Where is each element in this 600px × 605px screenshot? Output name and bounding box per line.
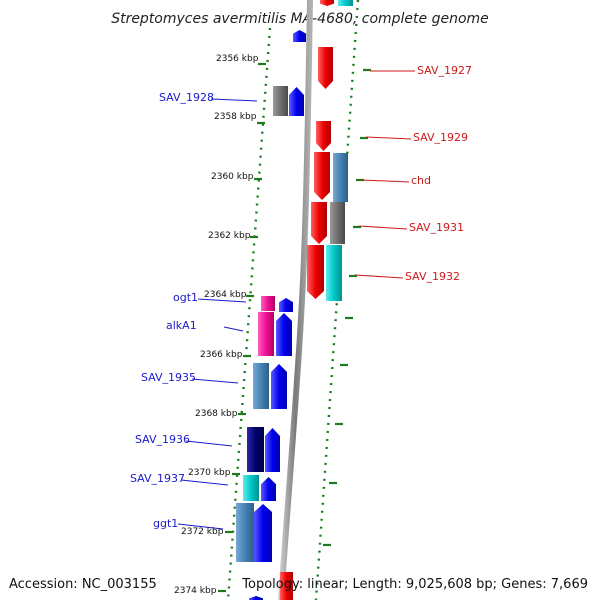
gene-label-sav-1937[interactable]: SAV_1937: [130, 472, 185, 485]
leader-line: [197, 298, 247, 303]
kbp-label: 2356 kbp: [216, 54, 259, 64]
gene-features: [236, 0, 353, 604]
gene-reverse[interactable]: [316, 121, 331, 151]
gene-cog[interactable]: [243, 475, 259, 501]
gene-label-sav-1931[interactable]: SAV_1931: [409, 221, 464, 234]
kbp-tick-labels: 2356 kbp 2358 kbp 2360 kbp 2362 kbp 2364…: [174, 54, 259, 596]
gene-reverse[interactable]: [280, 572, 293, 600]
gene-forward[interactable]: [293, 30, 306, 42]
gene-cog[interactable]: [247, 427, 264, 472]
gene-cog[interactable]: [326, 245, 342, 301]
gene-label-chd[interactable]: chd: [411, 174, 431, 187]
gene-label-ggt1[interactable]: ggt1: [153, 517, 178, 530]
label-leader-lines: [177, 70, 415, 530]
gene-label-alka1[interactable]: alkA1: [166, 319, 197, 332]
gene-cog[interactable]: [236, 503, 254, 562]
gene-label-sav-1929[interactable]: SAV_1929: [413, 131, 468, 144]
map-title: Streptomyces avermitilis MA-4680, comple…: [111, 11, 489, 27]
gene-label-sav-1927[interactable]: SAV_1927: [417, 64, 472, 77]
gene-labels-forward: SAV_1928 ogt1 alkA1 SAV_1935 SAV_1936 SA…: [130, 91, 214, 530]
kbp-label: 2366 kbp: [200, 350, 243, 360]
gene-label-sav-1935[interactable]: SAV_1935: [141, 371, 196, 384]
gene-cog[interactable]: [261, 296, 275, 311]
genome-info-text: Topology: linear; Length: 9,025,608 bp; …: [242, 577, 588, 592]
kbp-label: 2358 kbp: [214, 112, 257, 122]
accession-text: Accession: NC_003155: [9, 577, 157, 592]
gene-forward[interactable]: [249, 596, 263, 604]
kbp-label: 2374 kbp: [174, 586, 217, 596]
genome-axis: [278, 0, 313, 601]
gene-labels-reverse: SAV_1927 SAV_1929 chd SAV_1931 SAV_1932: [405, 64, 472, 283]
leader-line: [191, 378, 239, 384]
kbp-label: 2368 kbp: [195, 409, 238, 419]
kbp-label: 2360 kbp: [211, 172, 254, 182]
gene-cog[interactable]: [258, 312, 274, 356]
leader-line: [177, 523, 224, 530]
gene-forward[interactable]: [279, 298, 293, 312]
gene-cog[interactable]: [273, 86, 288, 116]
gene-forward[interactable]: [289, 87, 304, 116]
leader-line: [361, 179, 410, 183]
gene-forward[interactable]: [276, 313, 292, 356]
gene-forward[interactable]: [254, 504, 272, 562]
gene-forward[interactable]: [261, 477, 276, 501]
gene-label-sav-1928[interactable]: SAV_1928: [159, 91, 214, 104]
kbp-label: 2370 kbp: [188, 468, 231, 478]
kbp-label: 2362 kbp: [208, 231, 251, 241]
leader-line: [358, 225, 408, 230]
leader-line: [210, 98, 258, 102]
leader-line: [354, 274, 404, 279]
kbp-label: 2364 kbp: [204, 290, 247, 300]
gene-cog[interactable]: [330, 202, 345, 244]
leader-line: [365, 136, 412, 140]
gene-reverse[interactable]: [311, 202, 327, 244]
gene-label-ogt1[interactable]: ogt1: [173, 291, 198, 304]
kbp-label: 2372 kbp: [181, 527, 224, 537]
gene-forward[interactable]: [265, 428, 280, 472]
gene-forward[interactable]: [271, 364, 287, 409]
gene-reverse[interactable]: [318, 47, 333, 89]
gene-label-sav-1936[interactable]: SAV_1936: [135, 433, 190, 446]
leader-line: [185, 440, 233, 447]
gene-reverse[interactable]: [320, 0, 334, 6]
gene-cog[interactable]: [333, 153, 348, 202]
gene-cog[interactable]: [338, 0, 353, 6]
gene-reverse[interactable]: [314, 152, 330, 200]
gene-label-sav-1932[interactable]: SAV_1932: [405, 270, 460, 283]
gene-reverse[interactable]: [307, 245, 324, 299]
leader-line: [180, 479, 229, 486]
gene-cog[interactable]: [253, 363, 269, 409]
leader-line: [223, 326, 244, 332]
